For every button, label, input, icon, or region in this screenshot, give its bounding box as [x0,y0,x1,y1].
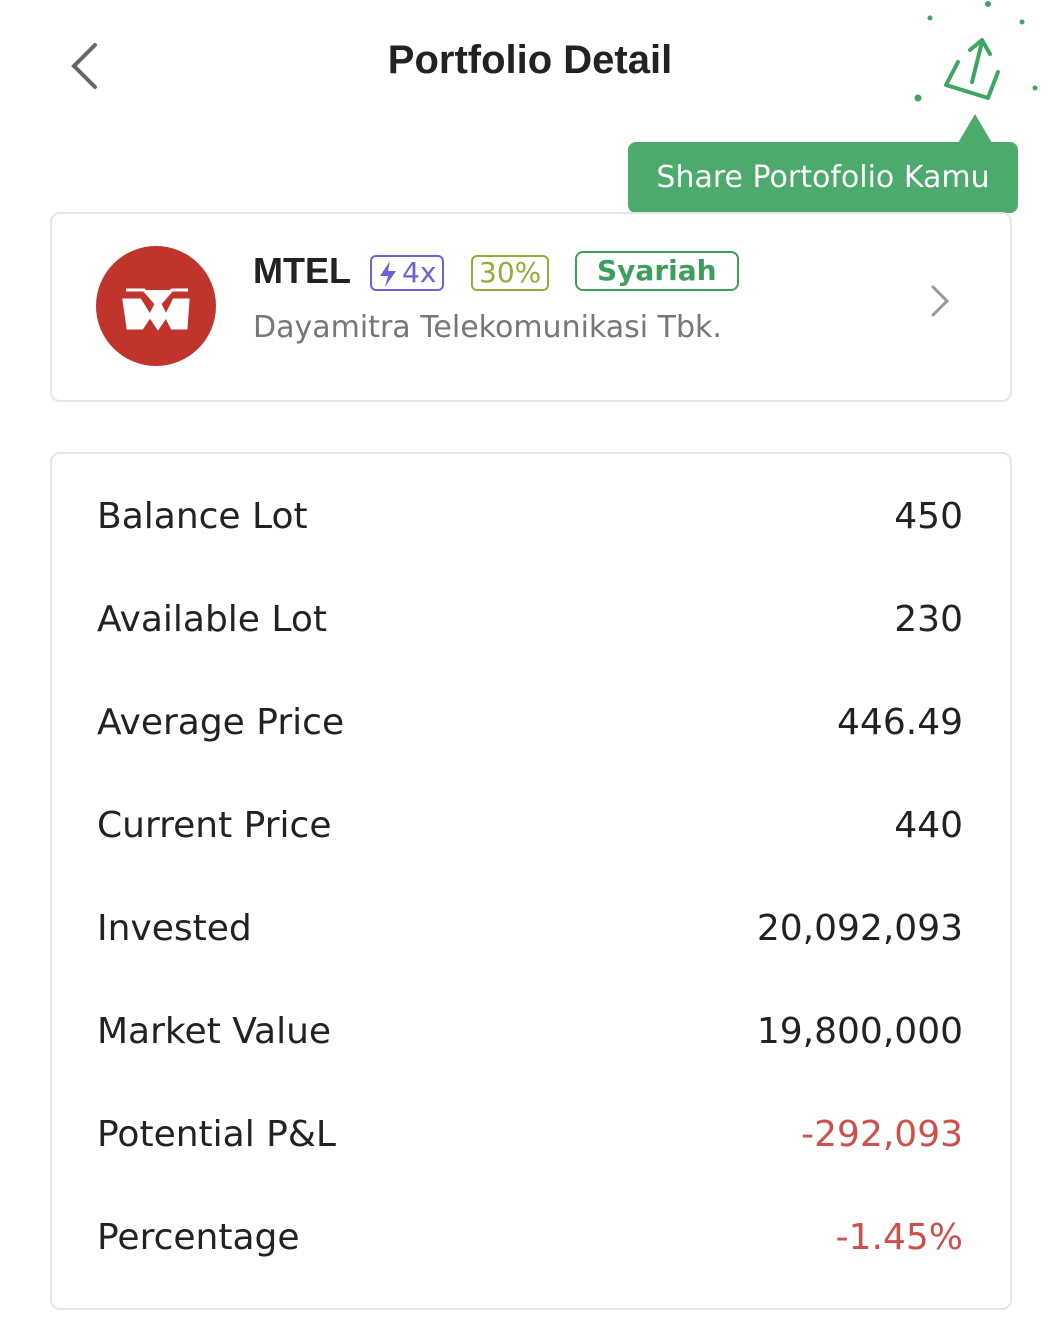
chevron[interactable] [931,285,950,317]
share-icon[interactable] [944,38,1000,100]
row-value: 440 [894,805,963,846]
row-label: Potential P&L [97,1114,336,1155]
row-value: 20,092,093 [756,908,963,949]
share-tooltip[interactable]: Share Portofolio Kamu [628,142,1018,213]
row-value: 450 [894,496,963,537]
row-value: -1.45% [835,1217,963,1258]
row-label: Average Price [97,702,345,743]
row-value: 446.49 [837,702,963,743]
ticker: MTEL [253,250,351,291]
details-card [50,452,1012,1310]
row-value: 19,800,000 [756,1011,963,1052]
tooltip-arrow [958,114,992,143]
lightning-icon [380,261,396,287]
badge: Syariah [575,251,739,291]
row-label: Percentage [97,1217,300,1258]
row-label: Current Price [97,805,332,846]
stock-card[interactable] [50,212,1012,402]
row-label: Market Value [97,1011,332,1052]
row-value: -292,093 [801,1114,963,1155]
row-label: Invested [97,908,252,949]
row-value: 230 [894,599,963,640]
badge: 30% [471,255,550,291]
logo-mark [122,288,190,331]
company-name: Dayamitra Telekomunikasi Tbk. [253,310,722,345]
badge: 4x [370,255,445,291]
row-label: Available Lot [97,599,327,640]
sparkle-dots [914,1,1038,102]
back-icon[interactable] [71,43,97,89]
page-title: Portfolio Detail [387,38,673,82]
row-label: Balance Lot [97,496,308,537]
